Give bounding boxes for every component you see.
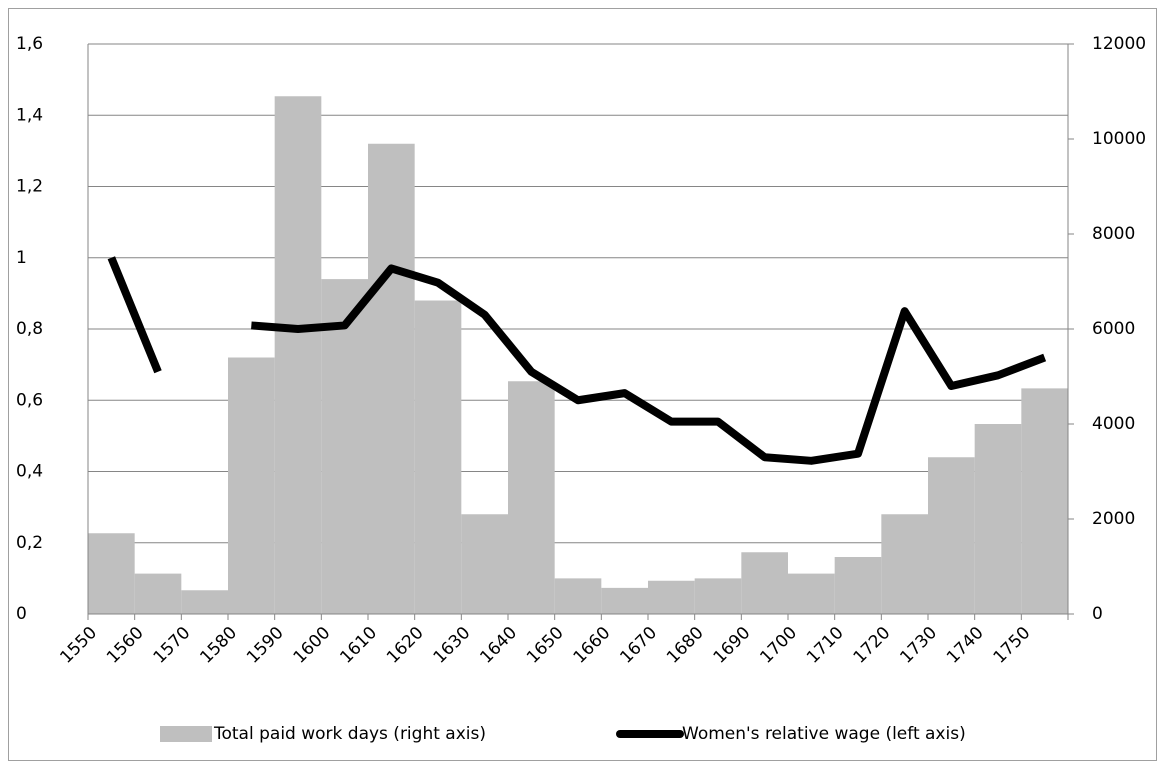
- bar: [461, 514, 508, 614]
- bar: [881, 514, 928, 614]
- bar: [274, 96, 322, 614]
- y2-tick-label: 8000: [1092, 224, 1135, 244]
- bar: [554, 578, 602, 614]
- y-tick-label: 1,6: [16, 34, 43, 54]
- y2-tick-label: 12000: [1092, 34, 1146, 54]
- y-tick-label: 0,8: [16, 319, 43, 339]
- bar: [508, 381, 555, 614]
- bar: [134, 573, 182, 614]
- legend-swatch: [160, 726, 212, 742]
- y2-tick-label: 10000: [1092, 129, 1146, 149]
- bar: [321, 279, 368, 614]
- y-tick-label: 1,2: [16, 177, 43, 197]
- y2-tick-label: 4000: [1092, 414, 1135, 434]
- line-series: [107, 256, 1047, 465]
- bar: [834, 557, 882, 614]
- y-tick-label: 0,6: [16, 390, 43, 410]
- bar: [368, 143, 415, 614]
- y-tick-label: 0,2: [16, 533, 43, 553]
- legend-label: Total paid work days (right axis): [213, 724, 486, 744]
- bar: [648, 580, 695, 614]
- legend-label: Women's relative wage (left axis): [682, 724, 966, 744]
- bar: [228, 357, 275, 614]
- bar: [601, 587, 648, 614]
- bar: [181, 590, 228, 614]
- bar: [741, 552, 788, 614]
- bar: [788, 573, 835, 614]
- y-tick-label: 1: [16, 248, 27, 268]
- bar: [928, 457, 975, 614]
- y-tick-label: 0: [16, 604, 27, 624]
- y2-tick-label: 2000: [1092, 509, 1135, 529]
- y-tick-label: 0,4: [16, 462, 43, 482]
- bar: [974, 424, 1022, 614]
- y2-tick-label: 6000: [1092, 319, 1135, 339]
- y2-tick-label: 0: [1092, 604, 1103, 624]
- y-tick-label: 1,4: [16, 105, 43, 125]
- bar: [694, 578, 742, 614]
- bar: [414, 300, 462, 614]
- bar: [1021, 388, 1068, 614]
- bar: [88, 533, 135, 614]
